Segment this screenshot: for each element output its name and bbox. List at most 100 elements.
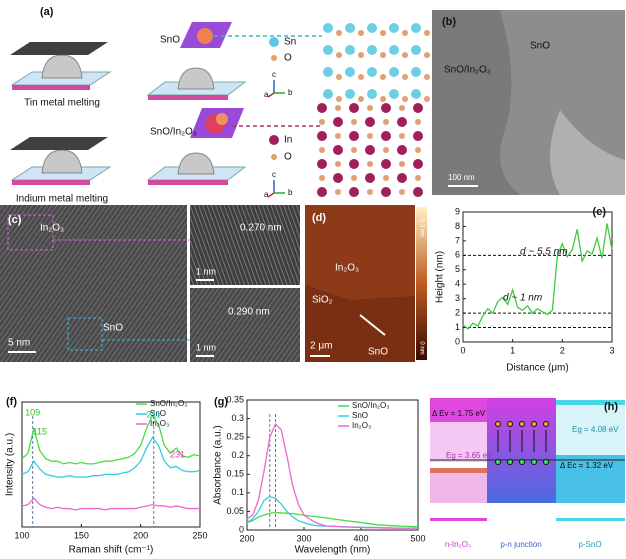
y-tick-label: 0.35: [226, 394, 244, 404]
legend-label: Sn: [284, 37, 296, 48]
scale-label: 5 nm: [8, 338, 30, 349]
atom: [336, 74, 342, 80]
panel-label: (e): [593, 206, 607, 218]
y-tick-label: 1: [455, 322, 460, 332]
atom: [333, 117, 343, 127]
atom: [399, 133, 405, 139]
x-axis-label: Distance (μm): [506, 363, 568, 374]
y-tick-label: 6: [455, 250, 460, 260]
y-tick-label: 0.1: [231, 487, 244, 497]
panel-label: (c): [8, 214, 22, 226]
atom: [358, 52, 364, 58]
band: [556, 405, 625, 455]
panel-label: (d): [312, 212, 326, 224]
setup-tin: [10, 42, 112, 90]
caption: Indium metal melting: [16, 194, 108, 205]
panel-label: (f): [6, 396, 17, 408]
legend-label: SnO/In₂O₃: [352, 401, 390, 410]
band: [430, 518, 487, 521]
y-axis-label: Height (nm): [435, 251, 446, 303]
atom: [415, 175, 421, 181]
atom: [367, 23, 377, 33]
band: [556, 400, 625, 405]
atom: [389, 89, 399, 99]
atom: [351, 175, 357, 181]
afm-region: [305, 285, 415, 362]
legend-label: In: [284, 135, 292, 146]
atom: [335, 189, 341, 195]
band: [430, 422, 487, 462]
atom: [367, 161, 373, 167]
scale-label: 100 nm: [448, 173, 475, 182]
x-tick-label: 400: [353, 533, 368, 543]
atom: [323, 89, 333, 99]
y-tick-label: 0.3: [231, 413, 244, 423]
atom: [333, 173, 343, 183]
atom: [383, 119, 389, 125]
legend-label: SnO: [150, 409, 166, 418]
plot-frame: [246, 399, 419, 531]
atom: [381, 159, 391, 169]
label: 0.290 nm: [228, 307, 270, 318]
result-tin: [146, 22, 322, 100]
atom: [413, 187, 423, 197]
atom: [323, 45, 333, 55]
scale-label: 1 nm: [196, 342, 216, 352]
atom: [367, 189, 373, 195]
atom: [380, 30, 386, 36]
caption: Tin metal melting: [24, 98, 100, 109]
tem-region: [550, 110, 625, 195]
atom: [415, 147, 421, 153]
data-line: [21, 436, 201, 478]
atom: [383, 147, 389, 153]
atom: [424, 96, 430, 102]
data-line: [246, 511, 418, 528]
peak-label: 231: [170, 449, 185, 459]
atom: [380, 96, 386, 102]
atom: [358, 30, 364, 36]
atom: [335, 161, 341, 167]
atom: [397, 117, 407, 127]
x-axis-label: Raman shift (cm⁻¹): [69, 545, 154, 556]
legend-label: In₂O₃: [352, 421, 371, 430]
x-tick-label: 150: [74, 530, 89, 540]
y-tick-label: 2: [455, 307, 460, 317]
atom: [381, 187, 391, 197]
atom: [358, 74, 364, 80]
setup-indium: [10, 137, 112, 185]
band: [430, 473, 487, 503]
zoom-box: [67, 317, 103, 351]
axis-letter: a: [264, 90, 269, 99]
data-line: [21, 497, 200, 511]
data-line: [246, 423, 418, 529]
atom: [397, 145, 407, 155]
x-tick-label: 300: [296, 533, 311, 543]
y-tick-label: 0.05: [226, 506, 244, 516]
energy-label: Δ Ev = 1.75 eV: [432, 409, 486, 418]
profile-line: [359, 314, 386, 336]
panel-label: (g): [214, 396, 228, 408]
atom: [317, 159, 327, 169]
label: SnO/In₂O₃: [150, 127, 197, 138]
atom: [399, 189, 405, 195]
y-tick-label: 0: [239, 524, 244, 534]
y-tick-label: 5: [455, 264, 460, 274]
label: SnO/In₂O₃: [444, 65, 491, 76]
annotation: d ~ 1 nm: [503, 293, 542, 304]
atom: [413, 159, 423, 169]
plot-frame: [21, 401, 201, 528]
atom: [380, 52, 386, 58]
atom: [335, 105, 341, 111]
band: [430, 468, 487, 473]
panel-d: (d) In₂O₃ SiO₂ SnO 2 μm 5.3 nm 0 nm: [305, 205, 427, 362]
atom: [381, 103, 391, 113]
band: [430, 398, 487, 422]
atom: [345, 45, 355, 55]
atom: [323, 23, 333, 33]
label: SnO: [530, 41, 550, 52]
label: SnO: [160, 35, 180, 46]
atom: [336, 52, 342, 58]
atom: [336, 96, 342, 102]
scale-label: 1 nm: [196, 266, 216, 276]
